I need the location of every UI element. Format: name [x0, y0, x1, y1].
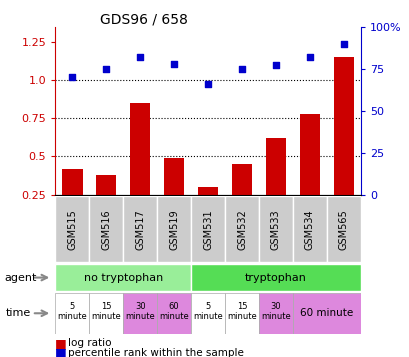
Text: agent: agent — [4, 272, 36, 283]
Text: GSM565: GSM565 — [338, 209, 348, 250]
Bar — [191, 293, 225, 334]
Text: no tryptophan: no tryptophan — [83, 272, 162, 283]
Text: 15
minute: 15 minute — [91, 302, 121, 321]
Bar — [258, 293, 292, 334]
Text: 5
minute: 5 minute — [57, 302, 87, 321]
Text: 15
minute: 15 minute — [227, 302, 256, 321]
Text: GSM534: GSM534 — [304, 209, 314, 250]
Bar — [225, 196, 258, 262]
Bar — [55, 264, 191, 291]
Text: time: time — [6, 308, 31, 318]
Point — [238, 66, 245, 71]
Bar — [333, 57, 353, 233]
Bar — [62, 169, 82, 233]
Bar — [191, 264, 360, 291]
Text: GSM531: GSM531 — [202, 209, 213, 250]
Bar — [299, 114, 319, 233]
Point — [306, 54, 312, 60]
Bar — [123, 196, 157, 262]
Text: GSM515: GSM515 — [67, 209, 77, 250]
Bar — [225, 293, 258, 334]
Text: GSM519: GSM519 — [169, 209, 179, 250]
Text: ■: ■ — [55, 346, 67, 357]
Text: GDS96 / 658: GDS96 / 658 — [99, 12, 187, 26]
Text: 30
minute: 30 minute — [261, 302, 290, 321]
Bar — [191, 196, 225, 262]
Bar — [292, 196, 326, 262]
Point — [340, 41, 346, 46]
Bar — [89, 196, 123, 262]
Bar — [292, 293, 360, 334]
Bar — [55, 196, 89, 262]
Bar — [258, 196, 292, 262]
Text: GSM532: GSM532 — [236, 209, 246, 250]
Text: 5
minute: 5 minute — [193, 302, 222, 321]
Bar — [123, 293, 157, 334]
Point — [204, 81, 211, 87]
Point — [69, 74, 75, 80]
Bar — [164, 158, 184, 233]
Text: 30
minute: 30 minute — [125, 302, 155, 321]
Text: percentile rank within the sample: percentile rank within the sample — [67, 348, 243, 357]
Text: GSM533: GSM533 — [270, 209, 280, 250]
Text: 60 minute: 60 minute — [299, 308, 353, 318]
Bar — [96, 175, 116, 233]
Bar — [265, 138, 285, 233]
Bar — [157, 196, 191, 262]
Bar — [89, 293, 123, 334]
Bar — [157, 293, 191, 334]
Bar — [130, 103, 150, 233]
Point — [137, 54, 143, 60]
Text: GSM517: GSM517 — [135, 209, 145, 250]
Text: log ratio: log ratio — [67, 338, 111, 348]
Text: 60
minute: 60 minute — [159, 302, 189, 321]
Point — [103, 66, 109, 71]
Bar — [231, 164, 252, 233]
Bar — [198, 187, 218, 233]
Text: GSM516: GSM516 — [101, 209, 111, 250]
Text: tryptophan: tryptophan — [245, 272, 306, 283]
Point — [171, 61, 177, 66]
Text: ■: ■ — [55, 337, 67, 350]
Point — [272, 62, 279, 68]
Bar — [326, 196, 360, 262]
Bar — [55, 293, 89, 334]
